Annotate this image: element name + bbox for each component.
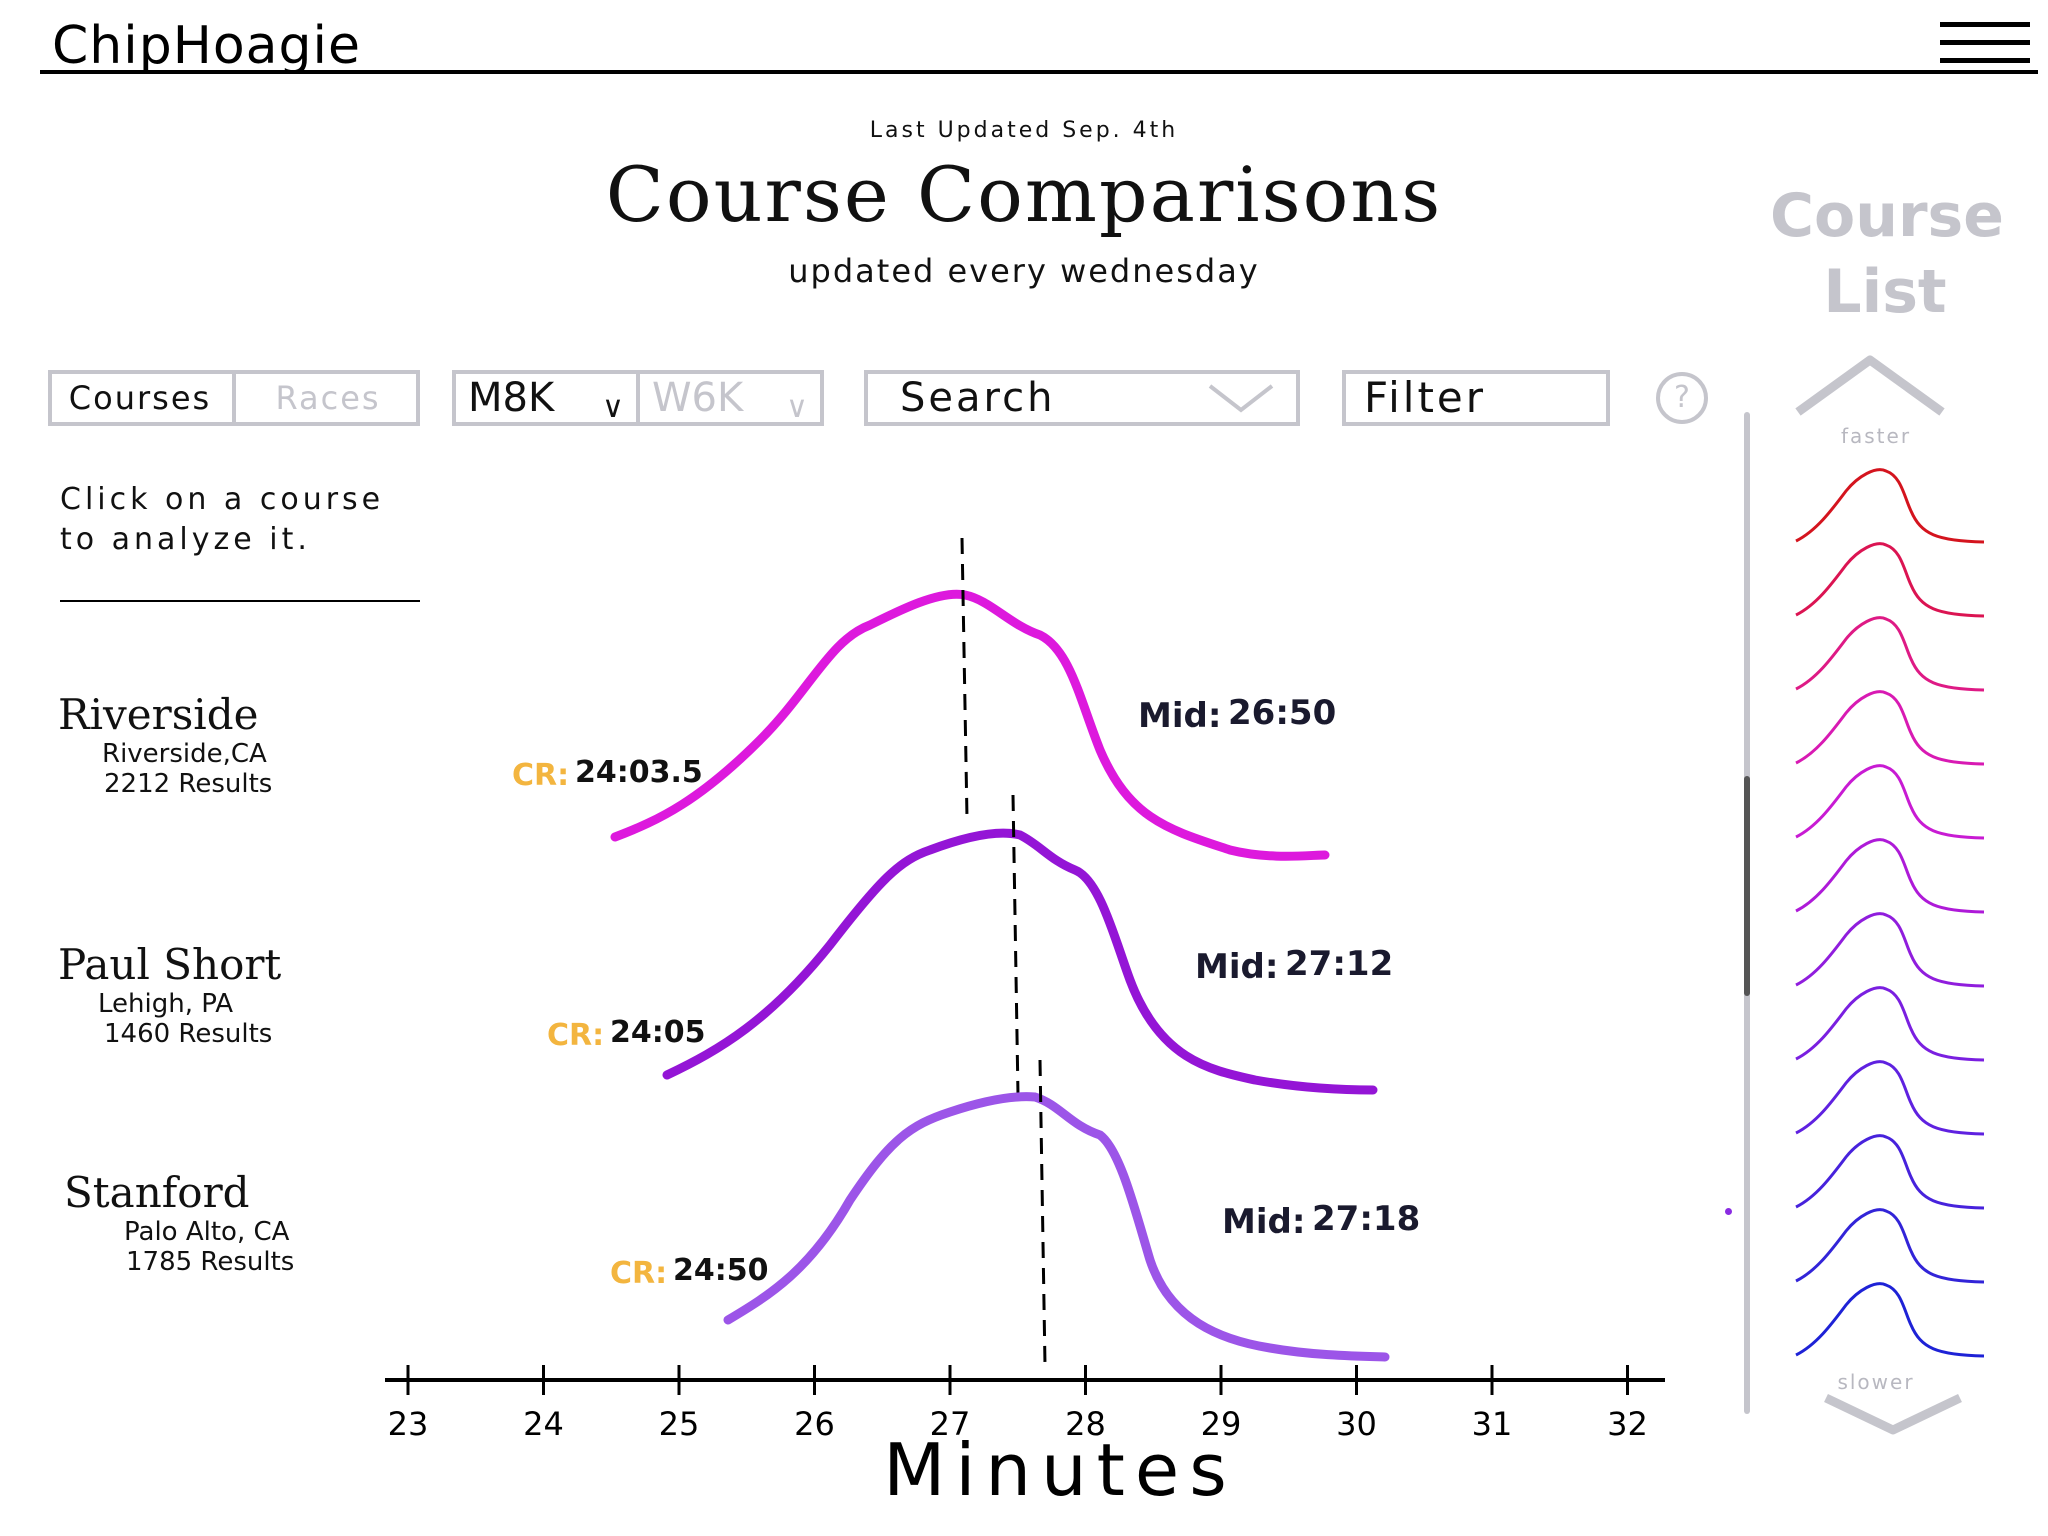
course-item-riverside[interactable]: Riverside Riverside,CA 2212 Results	[58, 690, 272, 799]
chevron-down-icon[interactable]	[1818, 1390, 1968, 1438]
curve-stanford[interactable]: CR: 24:50 Mid: 27:18	[610, 1059, 1420, 1366]
median-line-paul-short	[1011, 794, 1020, 1096]
chevron-up-icon[interactable]	[1790, 352, 1950, 418]
x-axis-label: Minutes	[883, 1428, 1236, 1512]
mini-course-curve[interactable]	[1795, 986, 1985, 1062]
course-results-count: 1460 Results	[104, 1019, 273, 1049]
mid-label: Mid:	[1222, 1202, 1305, 1242]
median-line-riverside	[960, 537, 969, 819]
x-axis-tick-label: 28	[1065, 1405, 1106, 1443]
hint-divider	[60, 600, 420, 602]
x-axis-tick-label: 31	[1472, 1405, 1513, 1443]
course-list-title: Course List	[1770, 178, 2004, 330]
last-updated-label: Last Updated Sep. 4th	[869, 118, 1179, 143]
course-item-paul-short[interactable]: Paul Short Lehigh, PA 1460 Results	[58, 940, 281, 1049]
cr-time: 24:05	[610, 1015, 706, 1050]
course-location: Lehigh, PA	[98, 989, 234, 1019]
course-name: Paul Short	[58, 940, 282, 989]
curve-paul-short-line	[662, 828, 1378, 1095]
curve-paul-short[interactable]: CR: 24:05 Mid: 27:12	[547, 794, 1393, 1096]
mini-course-list	[1795, 468, 1985, 1358]
mini-course-curve[interactable]	[1795, 764, 1985, 840]
chevron-down-icon: ∨	[786, 390, 808, 425]
cr-label: CR:	[547, 1018, 604, 1053]
mini-course-curve[interactable]	[1795, 468, 1985, 544]
x-axis-tick-label: 27	[930, 1405, 971, 1443]
course-results-count: 1785 Results	[126, 1247, 295, 1277]
course-location: Palo Alto, CA	[124, 1217, 290, 1247]
mini-course-curve[interactable]	[1795, 616, 1985, 692]
mini-course-curve[interactable]	[1795, 542, 1985, 618]
x-axis-tick-label: 25	[659, 1405, 700, 1443]
scrollbar-thumb[interactable]	[1744, 776, 1750, 996]
x-axis-tick-label: 26	[794, 1405, 835, 1443]
x-axis-tick-label: 32	[1607, 1405, 1648, 1443]
cr-time: 24:50	[673, 1253, 769, 1288]
hint-text: Click on a course to analyze it.	[60, 482, 385, 557]
filter-button[interactable]: Filter	[1342, 370, 1610, 426]
tab-races[interactable]: Races	[232, 374, 420, 422]
page-title: Course Comparisons	[605, 150, 1443, 239]
mini-course-curve[interactable]	[1795, 1134, 1985, 1210]
distance-w6k-select[interactable]: W6K ∨	[636, 374, 820, 425]
mid-time: 26:50	[1228, 693, 1336, 733]
mini-course-curve[interactable]	[1795, 1282, 1985, 1358]
course-list-title-line1: Course	[1770, 181, 2004, 251]
cr-time: 24:03.5	[575, 755, 703, 790]
distance-m8k-label: M8K	[468, 375, 555, 421]
search-dropdown[interactable]: Search	[864, 370, 1300, 426]
header-divider	[40, 70, 2038, 74]
mini-course-curve[interactable]	[1795, 690, 1985, 766]
course-name: Riverside	[58, 690, 259, 739]
course-location: Riverside,CA	[102, 739, 267, 769]
x-axis-tick-label: 24	[523, 1405, 564, 1443]
indicator-dot	[1725, 1208, 1732, 1215]
x-axis-tick-label: 23	[388, 1405, 429, 1443]
hamburger-menu-icon[interactable]	[1940, 22, 2030, 66]
faster-label: faster	[1840, 424, 1912, 448]
search-value: Search	[900, 375, 1056, 421]
tab-courses[interactable]: Courses	[68, 379, 212, 417]
x-axis-ticks: 23 24 25 26 27 28 29 30 31 32	[388, 1365, 1648, 1443]
course-list-title-line2: List	[1823, 257, 1947, 327]
chevron-down-icon	[1208, 384, 1274, 413]
mini-course-curve[interactable]	[1795, 1208, 1985, 1284]
course-results-count: 2212 Results	[104, 769, 273, 799]
x-axis-tick-label: 30	[1336, 1405, 1377, 1443]
mid-label: Mid:	[1195, 947, 1278, 987]
cr-label: CR:	[610, 1256, 667, 1291]
distribution-chart: 23 24 25 26 27 28 29 30 31 32 Minutes CR: 24:03.5…	[385, 537, 1665, 1512]
curve-stanford-line	[723, 1092, 1390, 1362]
curve-riverside[interactable]: CR: 24:03.5 Mid: 26:50	[512, 537, 1336, 861]
mini-course-curve[interactable]	[1795, 912, 1985, 988]
filter-label: Filter	[1364, 373, 1487, 422]
course-item-stanford[interactable]: Stanford Palo Alto, CA 1785 Results	[64, 1168, 294, 1277]
distance-toggle: M8K ∨ W6K ∨	[452, 370, 824, 426]
brand-logo[interactable]: ChipHoagie	[52, 16, 361, 76]
distance-m8k-select[interactable]: M8K ∨	[456, 374, 636, 425]
course-name: Stanford	[64, 1168, 250, 1217]
mid-time: 27:12	[1285, 944, 1393, 984]
x-axis-tick-label: 29	[1201, 1405, 1242, 1443]
help-icon[interactable]: ?	[1656, 372, 1708, 424]
slower-label: slower	[1837, 1370, 1915, 1394]
chevron-down-icon: ∨	[602, 390, 624, 425]
page-subtitle: updated every wednesday	[788, 252, 1260, 290]
cr-label: CR:	[512, 758, 569, 793]
mini-course-curve[interactable]	[1795, 1060, 1985, 1136]
mid-time: 27:18	[1312, 1199, 1420, 1239]
view-toggle: Courses Races	[48, 370, 420, 426]
mid-label: Mid:	[1138, 696, 1221, 736]
distance-w6k-label: W6K	[652, 375, 744, 421]
curve-riverside-line	[610, 589, 1330, 861]
mini-course-curve[interactable]	[1795, 838, 1985, 914]
